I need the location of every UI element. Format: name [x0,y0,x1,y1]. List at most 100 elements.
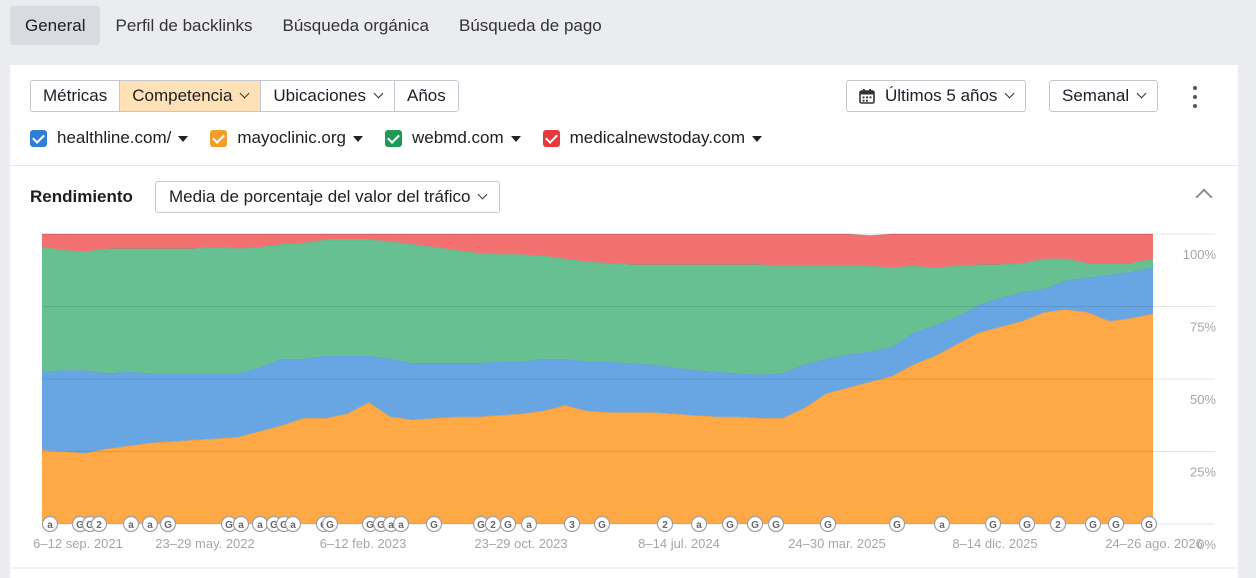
event-marker-label: G [989,520,997,531]
event-marker [425,515,443,533]
segment-0[interactable]: Métricas [31,81,121,111]
caret-down-icon[interactable] [353,136,363,142]
event-marker-label: G [164,520,172,531]
event-marker [767,515,785,533]
more-options-icon[interactable] [1185,86,1205,108]
domain-item[interactable]: mayoclinic.org [210,128,363,148]
divider [10,165,1238,166]
checkbox-checked-icon[interactable] [210,129,228,147]
event-marker [1107,515,1125,533]
event-marker [122,515,140,533]
event-marker [141,515,159,533]
event-marker [984,515,1002,533]
tab-0[interactable]: General [10,6,101,45]
event-marker-label: a [696,520,702,531]
segment-2[interactable]: Ubicaciones [261,81,396,111]
granularity-dropdown[interactable]: Semanal [1049,80,1159,112]
checkbox-checked-icon[interactable] [385,129,402,147]
event-marker [721,515,739,533]
x-tick-label: 6–12 sep. 2021 [33,536,123,551]
event-marker-label: a [47,520,53,531]
metric-label: Media de porcentaje del valor del tráfic… [169,187,471,206]
domain-label: webmd.com [412,128,504,147]
event-marker-label: G [1145,520,1153,531]
segment-1[interactable]: Competencia [120,81,262,111]
event-marker-label: G [824,520,832,531]
event-marker-label: G [86,520,94,531]
y-tick-label: 75% [1190,320,1216,335]
event-marker-label: a [290,520,296,531]
event-marker-label: G [1089,520,1097,531]
tab-2[interactable]: Búsqueda orgánica [282,15,430,35]
caret-down-icon[interactable] [510,136,521,142]
domain-legend: healthline.com/mayoclinic.org webmd.com me… [30,127,784,149]
y-tick-label: 0% [1197,537,1216,552]
event-marker [593,515,611,533]
x-tick-label: 24–26 ago. 2026 [1105,536,1203,551]
segment-3[interactable]: Años [395,81,458,111]
x-tick-label: 23–29 oct. 2023 [474,536,567,551]
event-marker-label: G [377,520,385,531]
event-marker-label: 2 [662,520,668,531]
caret-down-icon[interactable] [752,136,763,142]
event-marker [1049,515,1067,533]
domain-item[interactable]: webmd.com [385,128,521,148]
event-marker [392,515,410,533]
x-tick-label: 23–29 may. 2022 [155,536,255,551]
event-marker-label: G [893,520,901,531]
domain-label: mayoclinic.org [237,128,346,147]
event-marker [232,515,250,533]
event-marker-label: G [366,520,374,531]
area-series-edge-3 [42,233,1153,236]
event-marker-label: a [526,520,532,531]
event-marker [520,515,538,533]
checkbox-checked-icon[interactable] [542,129,560,147]
event-marker-label: G [504,520,512,531]
area-series-0 [42,309,1153,524]
calendar-icon [859,89,875,104]
event-marker [656,515,674,533]
event-marker-label: a [257,520,263,531]
period-dropdown[interactable]: Últimos 5 años [846,80,1027,112]
event-marker-label: a [388,520,394,531]
segment-label: Ubicaciones [273,86,367,105]
event-marker-label: G [1112,520,1120,531]
event-marker-label: a [128,520,134,531]
granularity-label: Semanal [1062,86,1130,105]
event-marker [321,515,339,533]
event-marker-label: a [238,520,244,531]
y-tick-label: 100% [1183,247,1217,262]
event-marker-label: G [751,520,759,531]
event-marker [933,515,951,533]
domain-item[interactable]: medicalnewstoday.com [542,128,763,148]
event-marker-label: a [147,520,153,531]
performance-title: Rendimiento [30,187,133,206]
domain-label: healthline.com/ [57,128,172,147]
caret-down-icon[interactable] [178,136,189,142]
x-tick-label: 6–12 feb. 2023 [320,536,407,551]
event-marker-label: G [280,520,288,531]
checkbox-checked-icon[interactable] [30,129,47,147]
top-nav: General Perfil de backlinks Búsqueda orgán… [10,6,617,45]
segment-label: Años [407,86,446,105]
event-marker-label: 2 [490,520,496,531]
tab-1[interactable]: Perfil de backlinks [115,15,253,35]
domain-item[interactable]: healthline.com/ [30,128,189,148]
event-marker-label: a [939,520,945,531]
area-series-3 [42,234,1153,268]
event-marker-label: G [430,520,438,531]
tab-3[interactable]: Búsqueda de pago [459,15,602,35]
event-marker-label: G [477,520,485,531]
event-marker-label: 3 [569,520,575,531]
event-marker [41,515,59,533]
event-marker [690,515,708,533]
metric-dropdown[interactable]: Media de porcentaje del valor del tráfic… [155,181,501,213]
event-marker [563,515,581,533]
event-marker [284,515,302,533]
event-marker-label: G [1023,520,1031,531]
event-marker-label: a [398,520,404,531]
x-tick-label: 8–14 dic. 2025 [952,536,1037,551]
event-marker [159,515,177,533]
event-marker [746,515,764,533]
